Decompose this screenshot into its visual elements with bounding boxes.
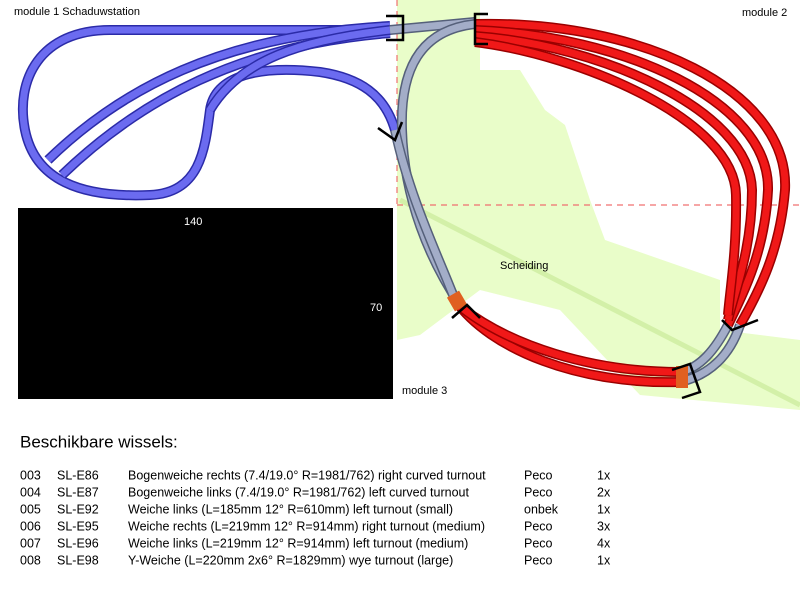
brand: Peco [524, 519, 553, 533]
quantity: 1x [597, 502, 611, 516]
brand: Peco [524, 553, 553, 567]
table-title: Beschikbare wissels: [20, 432, 178, 451]
brand: onbek [524, 502, 559, 516]
row-number: 003 [20, 468, 41, 482]
description: Weiche rechts (L=219mm 12° R=914mm) righ… [128, 519, 485, 533]
row-number: 008 [20, 553, 41, 567]
brand: Peco [524, 485, 553, 499]
quantity: 1x [597, 553, 611, 567]
dimension-label: 140 [184, 216, 202, 228]
row-number: 007 [20, 536, 41, 550]
turnout-table: 003 SL-E86 Bogenweiche rechts (7.4/19.0° R… [20, 468, 611, 567]
description: Bogenweiche links (7.4/19.0° R=1981/762)… [128, 485, 470, 499]
module3-block [18, 208, 393, 399]
quantity: 1x [597, 468, 611, 482]
description: Weiche links (L=185mm 12° R=610mm) left … [128, 502, 453, 516]
description: Y-Weiche (L=220mm 2x6° R=1829mm) wye tur… [128, 553, 453, 567]
part-code: SL-E92 [57, 502, 99, 516]
tracks-blue [17, 21, 400, 201]
brand: Peco [524, 536, 553, 550]
part-code: SL-E95 [57, 519, 99, 533]
module-label: module 1 Schaduwstation [14, 6, 140, 18]
part-code: SL-E87 [57, 485, 99, 499]
dimension-label: 70 [370, 302, 382, 314]
quantity: 2x [597, 485, 611, 499]
row-number: 006 [20, 519, 41, 533]
description: Weiche links (L=219mm 12° R=914mm) left … [128, 536, 468, 550]
zone-label: Scheiding [500, 260, 548, 272]
quantity: 3x [597, 519, 611, 533]
description: Bogenweiche rechts (7.4/19.0° R=1981/762… [128, 468, 486, 482]
connectors [377, 12, 759, 400]
module-label: module 3 [402, 385, 447, 397]
row-number: 005 [20, 502, 41, 516]
tracks-gray [389, 17, 745, 387]
quantity: 4x [597, 536, 611, 550]
row-number: 004 [20, 485, 41, 499]
part-code: SL-E86 [57, 468, 99, 482]
module-label: module 2 [742, 7, 787, 19]
brand: Peco [524, 468, 553, 482]
tracks-red [446, 18, 791, 388]
part-code: SL-E98 [57, 553, 99, 567]
part-code: SL-E96 [57, 536, 99, 550]
